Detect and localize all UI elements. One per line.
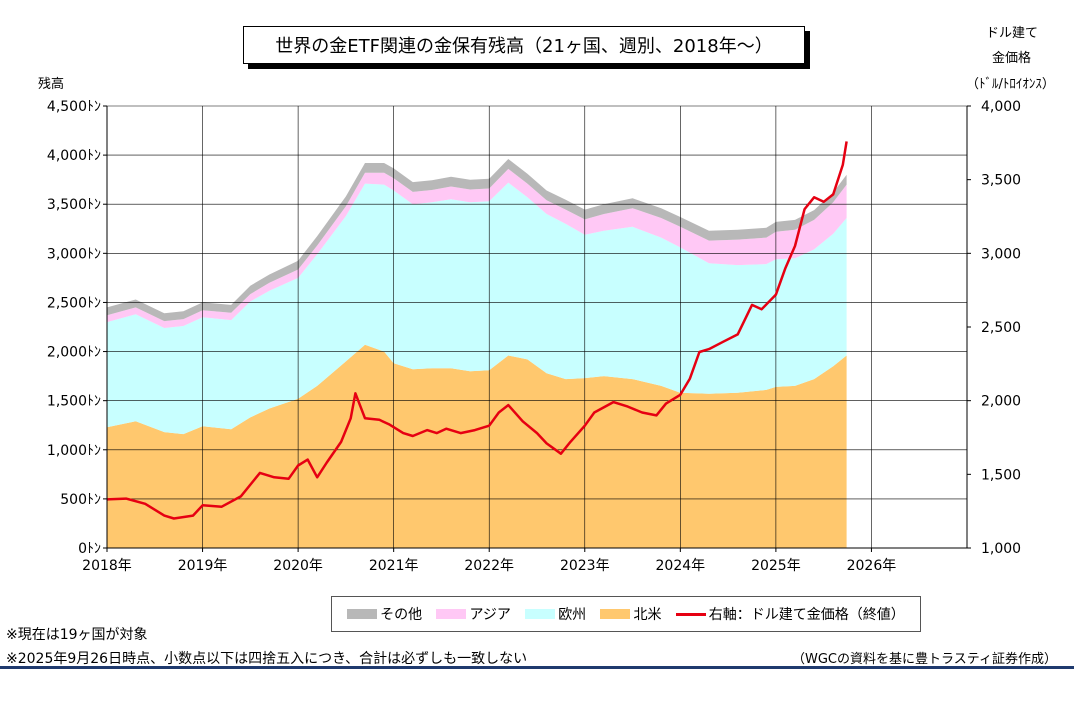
legend-item-other: その他 <box>347 604 422 624</box>
left-tick-label: 4,500ﾄﾝ <box>47 99 101 115</box>
chart-title: 世界の金ETF関連の金保有残高（21ヶ国、週別、2018年～） <box>243 26 805 64</box>
left-tick-label: 1,000ﾄﾝ <box>47 443 101 459</box>
legend-item-asia: アジア <box>436 604 511 624</box>
x-tick-label: 2025年 <box>751 558 801 574</box>
legend-swatch-north-america <box>600 609 631 619</box>
x-tick-label: 2019年 <box>178 558 228 574</box>
left-axis-label: 残高 <box>38 77 65 92</box>
note-countries: ※現在は19ヶ国が対象 <box>6 627 148 643</box>
x-tick-label: 2020年 <box>273 558 323 574</box>
right-tick-label: 2,500 <box>981 320 1021 336</box>
x-tick-label: 2022年 <box>464 558 514 574</box>
right-axis-label-line2: 金価格 <box>992 51 1032 66</box>
x-tick-label: 2024年 <box>656 558 706 574</box>
legend-swatch-europe <box>525 609 556 619</box>
left-tick-label: 2,500ﾄﾝ <box>47 295 101 311</box>
stacked-areas <box>107 159 847 548</box>
left-tick-label: 1,500ﾄﾝ <box>47 394 101 410</box>
right-axis-label-line1: ドル建て <box>986 26 1039 41</box>
legend: その他 アジア 欧州 北米 右軸：ドル建て金価格（終値） <box>331 596 921 632</box>
right-tick-label: 1,500 <box>981 467 1021 483</box>
legend-label-gold-price: 右軸：ドル建て金価格（終値） <box>708 607 905 623</box>
note-date-rounding: ※2025年9月26日時点、小数点以下は四捨五入につき、合計は必ずしも一致しない <box>6 651 528 667</box>
x-tick-label: 2021年 <box>369 558 419 574</box>
axes <box>103 105 971 552</box>
left-tick-label: 2,000ﾄﾝ <box>47 345 101 361</box>
legend-swatch-gold-price <box>675 612 706 616</box>
left-tick-label: 3,000ﾄﾝ <box>47 246 101 262</box>
left-tick-label: 0ﾄﾝ <box>78 541 101 557</box>
legend-label-asia: アジア <box>469 607 511 623</box>
legend-item-gold-price: 右軸：ドル建て金価格（終値） <box>675 604 905 624</box>
tick-labels: 0ﾄﾝ 500ﾄﾝ 1,000ﾄﾝ 1,500ﾄﾝ 2,000ﾄﾝ 2,500ﾄﾝ 3,00… <box>47 99 1021 574</box>
right-tick-label: 3,500 <box>981 173 1021 189</box>
left-tick-label: 3,500ﾄﾝ <box>47 197 101 213</box>
area-asia <box>107 168 847 328</box>
left-tick-label: 4,000ﾄﾝ <box>47 148 101 164</box>
area-north-america <box>107 344 847 548</box>
right-tick-label: 1,000 <box>981 541 1021 557</box>
source-credit: （WGCの資料を基に豊トラスティ証券作成） <box>792 652 1057 667</box>
legend-item-north-america: 北米 <box>600 604 661 624</box>
legend-label-europe: 欧州 <box>558 607 587 623</box>
area-europe <box>107 182 847 435</box>
legend-swatch-asia <box>436 609 467 619</box>
legend-swatch-other <box>347 609 378 619</box>
legend-item-europe: 欧州 <box>525 604 586 624</box>
gold-price-line-group <box>106 141 848 520</box>
x-tick-label: 2023年 <box>560 558 610 574</box>
right-tick-label: 3,000 <box>981 246 1021 262</box>
bottom-rule <box>0 666 1074 669</box>
x-tick-label: 2018年 <box>82 558 132 574</box>
left-tick-label: 500ﾄﾝ <box>60 492 101 508</box>
x-tick-label: 2026年 <box>847 558 897 574</box>
legend-label-north-america: 北米 <box>633 607 662 623</box>
gold-price-line <box>106 141 848 520</box>
right-tick-label: 2,000 <box>981 394 1021 410</box>
right-axis-label-line3: （ﾄﾞﾙ/ﾄﾛｲｵﾝｽ） <box>966 77 1055 92</box>
right-tick-label: 4,000 <box>981 99 1021 115</box>
legend-label-other: その他 <box>380 607 423 623</box>
